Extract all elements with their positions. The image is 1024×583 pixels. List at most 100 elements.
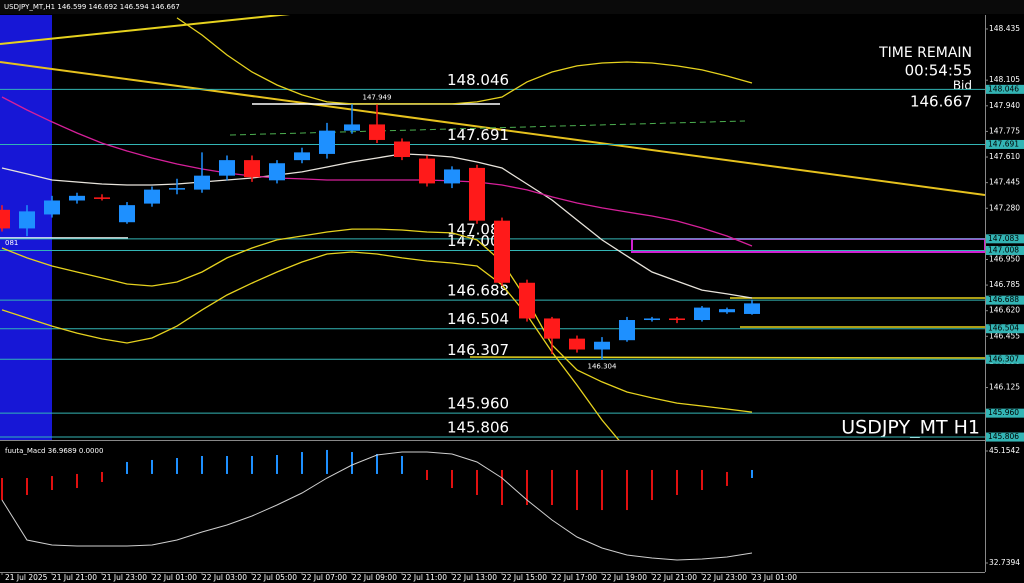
macd-line	[1, 451, 753, 561]
level-label: 147.083	[447, 220, 509, 238]
candle-body	[194, 175, 210, 190]
time-label: TIME REMAIN	[878, 45, 972, 61]
candle-body	[569, 338, 585, 350]
x-tick-label: 21 Jul 23:00	[102, 573, 147, 582]
ohlc-close: 146.667	[151, 3, 180, 11]
layer: 148.046 147.691 147.083 147.008 146.688 146.5…	[986, 84, 1024, 442]
level-label: 146.688	[447, 282, 509, 300]
candle-body	[719, 309, 735, 313]
x-tick-label: 21 Jul 2025	[5, 573, 48, 582]
candle-body	[469, 167, 485, 221]
candle-body	[669, 318, 685, 321]
x-tick-label: 22 Jul 07:00	[302, 573, 347, 582]
indicator-line	[176, 17, 753, 105]
high-annotation: 147.949	[363, 93, 392, 101]
level-tag-label: 147.691	[988, 139, 1019, 148]
candle-body	[744, 303, 760, 314]
trend-line	[0, 61, 985, 196]
indicator-line	[1, 153, 753, 299]
y-tick-label: 146.620	[989, 306, 1020, 315]
candle-body	[319, 130, 335, 154]
x-tick-label: 22 Jul 17:00	[552, 573, 597, 582]
x-tick-label: 23 Jul 01:00	[752, 573, 797, 582]
y-tick-label: 147.610	[989, 152, 1020, 161]
candle-body	[594, 341, 610, 350]
low-annotation: 146.304	[588, 363, 617, 371]
ohlc-open: 146.599	[57, 3, 86, 11]
layer: 148.435 148.105 147.940 147.775 147.610 147.4…	[985, 24, 1020, 392]
macd-title: fuuta_Macd	[5, 447, 46, 455]
level-tag-label: 145.960	[988, 408, 1019, 417]
macd-y-tick-label: 32.7394	[989, 558, 1020, 567]
candle-body	[644, 318, 660, 321]
title-strip	[0, 0, 1024, 14]
y-tick-label: 147.775	[989, 126, 1020, 135]
level-tag-label: 148.046	[988, 84, 1019, 93]
macd-header: fuuta_Macd 36.9689 0.0000	[5, 447, 103, 455]
drawings	[0, 15, 985, 359]
candle-body	[344, 124, 360, 131]
candle-body	[394, 141, 410, 158]
level-label: 148.046	[447, 71, 509, 89]
level-tag-label: 146.504	[988, 324, 1019, 333]
ohlc-high: 146.692	[89, 3, 118, 11]
x-tick-label: 22 Jul 19:00	[602, 573, 647, 582]
symbol: USDJPY_MT,H1	[4, 3, 55, 11]
y-tick-label: 147.940	[989, 101, 1020, 110]
level-tag	[986, 432, 1024, 442]
level-label: 147.691	[447, 126, 509, 144]
candle-body	[269, 163, 285, 181]
level-label: 146.504	[447, 310, 509, 328]
level-tag-label: 146.688	[988, 295, 1019, 304]
candle-body	[294, 152, 310, 161]
level-tag	[986, 245, 1024, 255]
level-tag-label: 146.307	[988, 354, 1019, 363]
candle-body	[494, 220, 510, 283]
x-tick-label: 22 Jul 03:00	[202, 573, 247, 582]
chart-header: USDJPY_MT,H1 146.599 146.692 146.594 146…	[4, 3, 180, 11]
candle-body	[619, 320, 635, 341]
y-tick-label: 147.280	[989, 203, 1020, 212]
macd-main: 36.9689	[48, 447, 77, 455]
macd-signal: 0.0000	[79, 447, 104, 455]
x-tick-label: 22 Jul 13:00	[452, 573, 497, 582]
y-tick-label: 146.785	[989, 280, 1020, 289]
y-tick-label: 148.435	[989, 24, 1020, 33]
candle-body	[119, 205, 135, 223]
y-tick-label: 146.950	[989, 254, 1020, 263]
candle-body	[44, 200, 60, 215]
candle-body	[94, 197, 110, 199]
dashed-line	[229, 120, 746, 136]
ohlc-low: 146.594	[120, 3, 149, 11]
level-tag	[986, 354, 1024, 364]
candle-body	[369, 124, 385, 140]
level-label: 145.806	[447, 419, 509, 437]
y-tick-label: 146.125	[989, 383, 1020, 392]
bid-label: Bid	[953, 79, 972, 93]
x-tick-label: 21 Jul 21:00	[52, 573, 97, 582]
level-tag	[986, 295, 1024, 305]
level-tag	[986, 234, 1024, 244]
time-value: 00:54:55	[905, 62, 972, 80]
candle-body	[244, 160, 260, 178]
x-tick-label: 22 Jul 01:00	[152, 573, 197, 582]
candle-body	[219, 160, 235, 176]
indicator-line	[1, 96, 753, 247]
level-tag-label: 147.008	[988, 245, 1019, 254]
x-tick-label: 22 Jul 09:00	[352, 573, 397, 582]
level-tag-label: 147.083	[988, 234, 1019, 243]
trend-line	[0, 15, 291, 45]
x-tick-label: 22 Jul 21:00	[652, 573, 697, 582]
level-tag-label: 145.806	[988, 432, 1019, 441]
level-label: 146.307	[447, 341, 509, 359]
level-label: 145.960	[447, 395, 509, 413]
level-tag	[986, 408, 1024, 418]
candle-body	[19, 211, 35, 229]
x-tick-label: 22 Jul 23:00	[702, 573, 747, 582]
level-tag	[986, 324, 1024, 334]
side-label: 081	[5, 239, 18, 247]
bid-value: 146.667	[910, 93, 972, 111]
candle-body	[419, 158, 435, 184]
